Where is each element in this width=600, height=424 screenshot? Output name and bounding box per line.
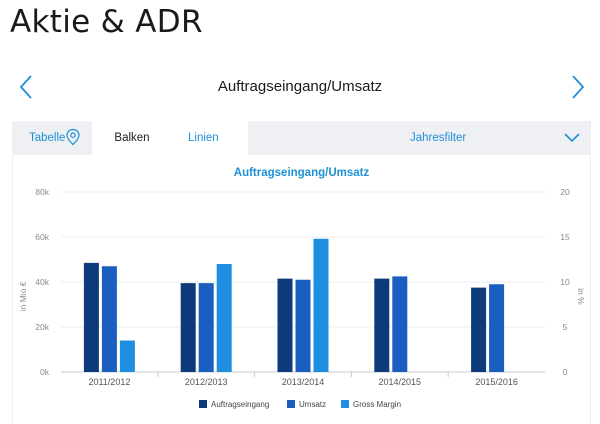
tab-table-label: Tabelle — [29, 132, 66, 144]
legend-label: Auftragseingang — [211, 400, 269, 409]
legend-swatch — [199, 400, 207, 408]
legend-swatch — [341, 400, 349, 408]
legend-swatch — [287, 400, 295, 408]
x-tick-label: 2012/2013 — [185, 377, 228, 387]
y-tick-label: 80k — [35, 187, 49, 197]
location-pin-icon — [66, 128, 80, 146]
bar-gross-margin — [313, 238, 329, 372]
y2-tick-label: 5 — [563, 322, 568, 332]
chevron-left-icon — [19, 75, 32, 99]
bar-umsatz — [101, 266, 117, 372]
tab-lines[interactable]: Linien — [172, 121, 248, 155]
x-tick-label: 2014/2015 — [379, 377, 422, 387]
bar-auftragseingang — [277, 278, 293, 372]
chart-title: Auftragseingang/Umsatz — [233, 167, 370, 179]
y2-tick-label: 20 — [560, 187, 570, 197]
year-filter-label: Jahresfilter — [410, 132, 467, 144]
tab-bars[interactable]: Balken — [92, 121, 172, 155]
bar-auftragseingang — [471, 287, 487, 372]
bar-gross-margin — [119, 340, 135, 372]
y-tick-label: 20k — [35, 322, 49, 332]
bar-auftragseingang — [83, 262, 99, 372]
y-axis-label: in Mio € — [18, 281, 28, 311]
bar-umsatz — [489, 284, 505, 372]
bar-chart: 0k 20k 40k 60k 80k 0 5 10 15 20 in Mio € in % 2011/2… — [18, 187, 586, 409]
bar-umsatz — [295, 279, 311, 372]
carousel-title: Auftragseingang/Umsatz — [217, 78, 383, 95]
y-tick-label: 40k — [35, 277, 49, 287]
bar-umsatz — [198, 283, 214, 372]
page-title: Aktie & ADR — [10, 4, 203, 40]
x-tick-label: 2015/2016 — [475, 377, 518, 387]
next-chart-button[interactable] — [566, 74, 588, 100]
y2-tick-label: 0 — [563, 367, 568, 377]
bar-auftragseingang — [180, 283, 196, 372]
view-tabbar: Tabelle Balken Linien Jahresfilter — [13, 121, 590, 155]
bar-auftragseingang — [374, 278, 390, 372]
bar-umsatz — [392, 276, 408, 372]
tab-table[interactable]: Tabelle — [13, 121, 92, 155]
legend-label: Gross Margin — [353, 400, 401, 409]
x-tick-label: 2011/2012 — [88, 377, 130, 387]
y2-axis-label: in % — [576, 288, 586, 305]
chart-panel: Tabelle Balken Linien Jahresfilter Auftr… — [12, 121, 591, 424]
previous-chart-button[interactable] — [16, 74, 38, 100]
y2-tick-label: 10 — [560, 277, 570, 287]
y2-tick-label: 15 — [560, 232, 570, 242]
bar-gross-margin — [216, 264, 232, 372]
chevron-down-icon — [564, 133, 580, 143]
y-tick-label: 60k — [35, 232, 49, 242]
year-filter-dropdown[interactable]: Jahresfilter — [396, 121, 590, 155]
legend-label: Umsatz — [299, 400, 326, 409]
x-tick-label: 2013/2014 — [282, 377, 325, 387]
y-tick-label: 0k — [40, 367, 50, 377]
chevron-right-icon — [572, 75, 585, 99]
